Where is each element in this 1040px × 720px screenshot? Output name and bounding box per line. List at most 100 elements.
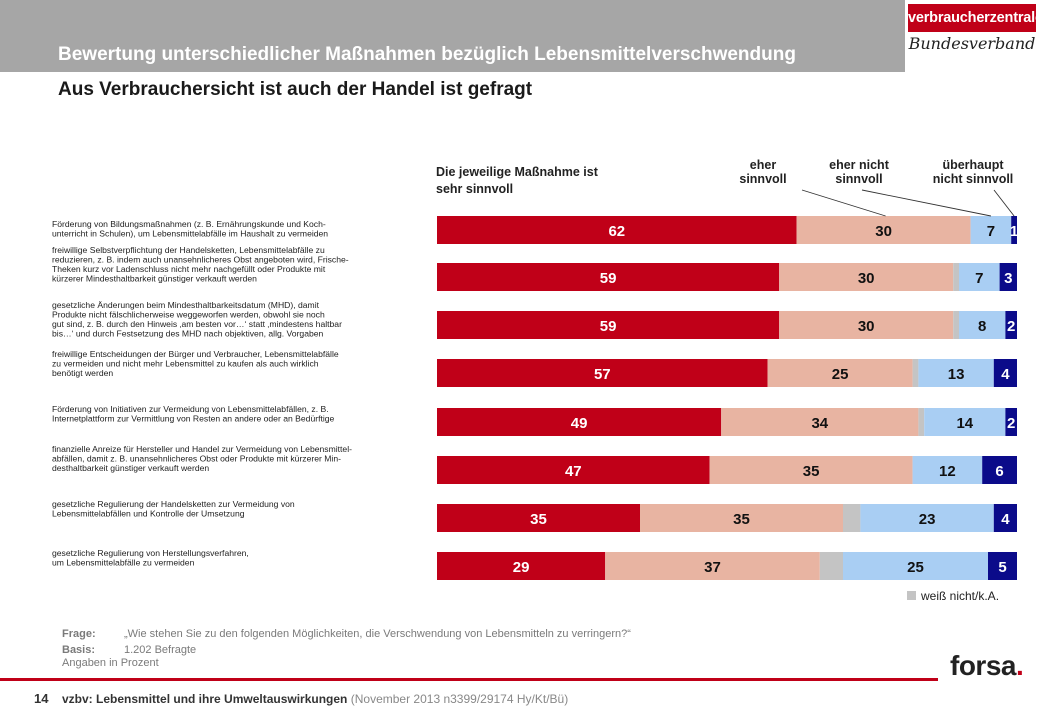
pointer-line-eher-nicht xyxy=(861,189,991,217)
bar-segment-ueberhaupt xyxy=(999,263,1017,291)
bar-segment-weissnicht xyxy=(912,359,919,387)
pointer-line-ueberhaupt xyxy=(993,189,1015,217)
forsa-logo: forsa. xyxy=(950,650,1024,682)
data-label: 30 xyxy=(875,223,892,240)
bar-segment-eher_nicht xyxy=(924,408,1006,436)
data-label: 29 xyxy=(513,559,530,576)
category-label: Förderung von Bildungsmaßnahmen (z. B. E… xyxy=(52,219,328,239)
data-label: 59 xyxy=(600,318,617,335)
bar-segment-eher_nicht xyxy=(959,311,1006,339)
bar-segment-sehr xyxy=(437,456,710,484)
bar-segment-eher_nicht xyxy=(843,552,988,580)
data-label: 57 xyxy=(594,366,611,383)
data-label: 59 xyxy=(600,270,617,287)
bar-segment-sehr xyxy=(437,408,722,436)
logo-wordmark: verbraucherzentrale xyxy=(908,4,1040,32)
data-label: 34 xyxy=(811,415,828,432)
data-label: 1 xyxy=(1010,223,1018,240)
category-label: Förderung von Initiativen zur Vermeidung… xyxy=(52,404,335,424)
category-label: finanzielle Anreize für Hersteller und H… xyxy=(52,444,352,473)
data-label: 7 xyxy=(987,223,995,240)
data-label: 25 xyxy=(832,366,849,383)
bar-segment-eher xyxy=(709,456,913,484)
vzbv-logo: verbraucherzentrale Bundesverband xyxy=(908,4,1040,62)
legend-eher-nicht-sinnvoll: eher nicht sinnvoll xyxy=(829,158,890,186)
footer-divider xyxy=(0,678,938,681)
data-label: 7 xyxy=(975,270,983,287)
category-label: gesetzliche Regulierung von Herstellungs… xyxy=(52,548,249,568)
note-basis-label: Basis: xyxy=(62,644,96,656)
legend-weiss-nicht: weiß nicht/k.A. xyxy=(920,589,999,603)
data-label: 62 xyxy=(608,223,625,240)
bar-segment-weissnicht xyxy=(953,311,959,339)
note-question-label: Frage: xyxy=(62,628,96,640)
bar-segment-sehr xyxy=(437,311,780,339)
data-label: 2 xyxy=(1007,318,1015,335)
data-label: 35 xyxy=(530,511,547,528)
bar-segment-sehr xyxy=(437,504,640,532)
bar-segment-sehr xyxy=(437,359,768,387)
category-label: freiwillige Entscheidungen der Bürger un… xyxy=(52,349,339,378)
bar-segment-ueberhaupt xyxy=(982,456,1017,484)
logo-subline: Bundesverband xyxy=(908,34,1036,53)
page-number: 14 xyxy=(34,691,49,706)
data-label: 13 xyxy=(948,366,965,383)
bar-segment-ueberhaupt xyxy=(993,359,1017,387)
legend-sehr-sinnvoll: Die jeweilige Maßnahme ist sehr sinnvoll xyxy=(436,165,599,196)
data-label: 8 xyxy=(978,318,986,335)
bar-segment-eher_nicht xyxy=(970,216,1012,244)
footer-study: vzbv: Lebensmittel und ihre Umweltauswir… xyxy=(62,692,568,706)
bar-segment-eher xyxy=(640,504,843,532)
data-label: 6 xyxy=(995,463,1003,480)
bar-segment-weissnicht xyxy=(819,552,843,580)
bar-segment-eher_nicht xyxy=(860,504,994,532)
category-label: freiwillige Selbstverpflichtung der Hand… xyxy=(52,245,349,284)
pointer-line-eher xyxy=(801,189,886,217)
data-label: 2 xyxy=(1007,415,1015,432)
bar-segment-eher xyxy=(767,359,913,387)
note-question-text: „Wie stehen Sie zu den folgenden Möglich… xyxy=(124,628,631,640)
note-question: Frage: „Wie stehen Sie zu den folgenden M… xyxy=(62,628,631,640)
note-unit: Angaben in Prozent xyxy=(62,657,159,669)
data-label: 30 xyxy=(858,270,875,287)
bar-segment-eher xyxy=(721,408,919,436)
bar-segment-ueberhaupt xyxy=(1005,311,1017,339)
data-label: 35 xyxy=(803,463,820,480)
data-label: 47 xyxy=(565,463,582,480)
bar-segment-ueberhaupt xyxy=(1011,216,1017,244)
data-label: 4 xyxy=(1001,511,1010,528)
category-label: gesetzliche Regulierung der Handelskette… xyxy=(52,499,295,519)
data-label: 12 xyxy=(939,463,956,480)
bar-segment-eher_nicht xyxy=(912,456,983,484)
stacked-bar-chart: Förderung von Bildungsmaßnahmen (z. B. E… xyxy=(52,158,1018,603)
data-label: 4 xyxy=(1001,366,1010,383)
forsa-dot: . xyxy=(1015,650,1024,681)
data-label: 30 xyxy=(858,318,875,335)
bar-segment-eher_nicht xyxy=(959,263,1000,291)
note-basis-text: 1.202 Befragte xyxy=(124,644,197,656)
category-label: gesetzliche Änderungen beim Mindesthaltb… xyxy=(52,300,342,339)
data-label: 49 xyxy=(571,415,588,432)
bar-segment-weissnicht xyxy=(918,408,925,436)
data-label: 37 xyxy=(704,559,721,576)
legend-swatch-weiss-nicht xyxy=(907,591,916,600)
bar-segment-sehr xyxy=(437,263,780,291)
data-label: 23 xyxy=(919,511,936,528)
forsa-wordmark: forsa xyxy=(950,650,1016,681)
bar-segment-eher xyxy=(779,263,954,291)
bar-segment-ueberhaupt xyxy=(1005,408,1017,436)
bar-segment-weissnicht xyxy=(953,263,959,291)
page-title: Bewertung unterschiedlicher Maßnahmen be… xyxy=(58,44,796,65)
bar-segment-ueberhaupt xyxy=(988,552,1017,580)
bar-segment-sehr xyxy=(437,552,606,580)
bar-segment-eher xyxy=(796,216,971,244)
data-label: 25 xyxy=(907,559,924,576)
note-basis: Basis: 1.202 Befragte xyxy=(62,644,196,656)
bar-segment-eher_nicht xyxy=(918,359,994,387)
data-label: 35 xyxy=(733,511,750,528)
bar-segment-ueberhaupt xyxy=(993,504,1017,532)
bar-segment-eher xyxy=(779,311,954,339)
legend-eher-sinnvoll: eher sinnvoll xyxy=(739,158,786,186)
bar-segment-eher xyxy=(605,552,820,580)
footer-study-title: vzbv: Lebensmittel und ihre Umweltauswir… xyxy=(62,692,348,706)
